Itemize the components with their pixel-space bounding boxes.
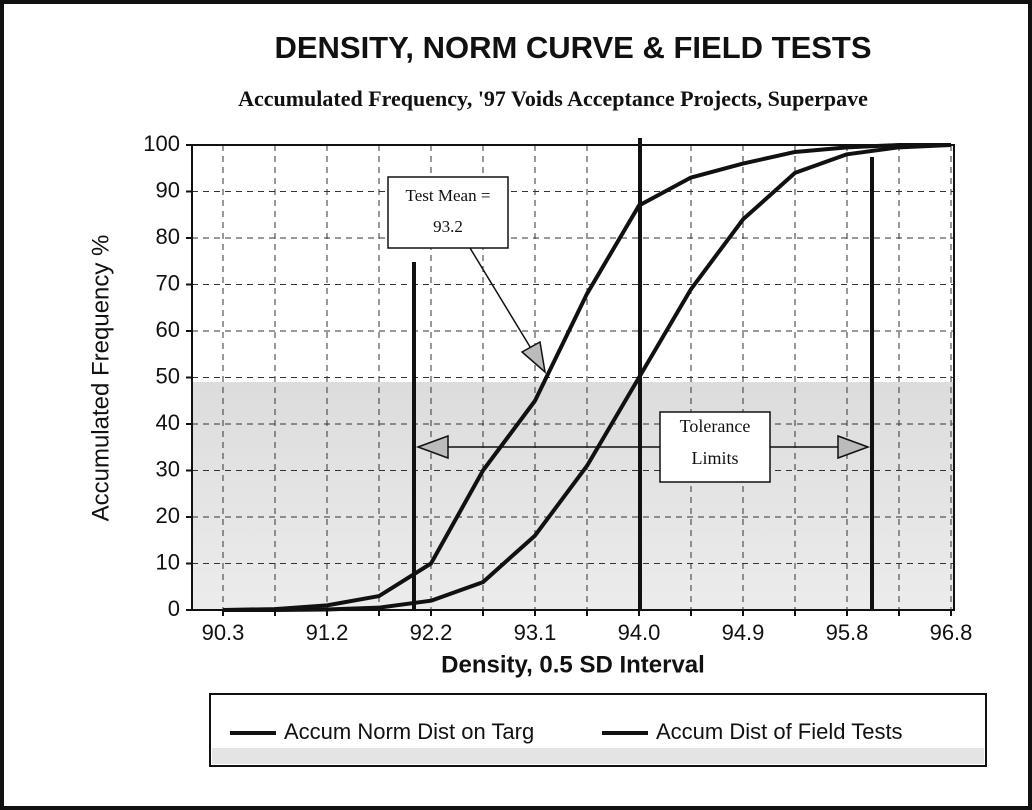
legend-label: Accum Norm Dist on Targ (284, 719, 534, 744)
series-line (222, 143, 951, 612)
y-tick-label: 30 (156, 456, 180, 481)
x-tick-label: 92.2 (410, 620, 453, 645)
x-tick-label: 93.1 (514, 620, 557, 645)
annotation-arrowhead (520, 340, 547, 374)
y-tick-label: 20 (156, 503, 180, 528)
series-line (223, 143, 952, 612)
annotation-text: Test Mean = (406, 186, 491, 205)
annotation-text: 93.2 (433, 217, 463, 236)
shade-band (192, 382, 954, 610)
y-tick-label: 90 (156, 177, 180, 202)
annotation-box (659, 411, 771, 483)
y-axis-label: Accumulated Frequency % (87, 235, 114, 522)
y-tick-label: 100 (143, 131, 180, 156)
x-tick-label: 94.0 (618, 620, 661, 645)
y-tick-label: 80 (156, 224, 180, 249)
x-tick-label: 94.9 (722, 620, 765, 645)
x-tick-label: 96.8 (930, 620, 973, 645)
annotation-box (387, 176, 509, 249)
x-tick-label: 95.8 (826, 620, 869, 645)
legend-shade (212, 748, 984, 764)
legend-label: Accum Dist of Field Tests (656, 719, 903, 744)
x-axis-label: Density, 0.5 SD Interval (441, 651, 705, 678)
annotation-text: Tolerance (680, 416, 751, 436)
y-tick-label: 70 (156, 270, 180, 295)
annotation-arrow (469, 247, 536, 356)
annotation-arrowhead (415, 434, 449, 460)
chart-subtitle: Accumulated Frequency, '97 Voids Accepta… (238, 86, 868, 111)
y-tick-label: 60 (156, 317, 180, 342)
plot-frame (191, 144, 955, 611)
annotation-arrowhead (837, 434, 871, 460)
y-tick-label: 40 (156, 410, 180, 435)
y-tick-label: 0 (168, 596, 180, 621)
y-tick-label: 10 (156, 549, 180, 574)
x-tick-label: 90.3 (202, 620, 245, 645)
chart-title: DENSITY, NORM CURVE & FIELD TESTS (274, 30, 871, 65)
annotation-text: Limits (691, 448, 738, 468)
x-tick-label: 91.2 (306, 620, 349, 645)
y-tick-label: 50 (156, 363, 180, 388)
legend: Accum Norm Dist on Targ Accum Dist of Fie… (230, 719, 903, 744)
